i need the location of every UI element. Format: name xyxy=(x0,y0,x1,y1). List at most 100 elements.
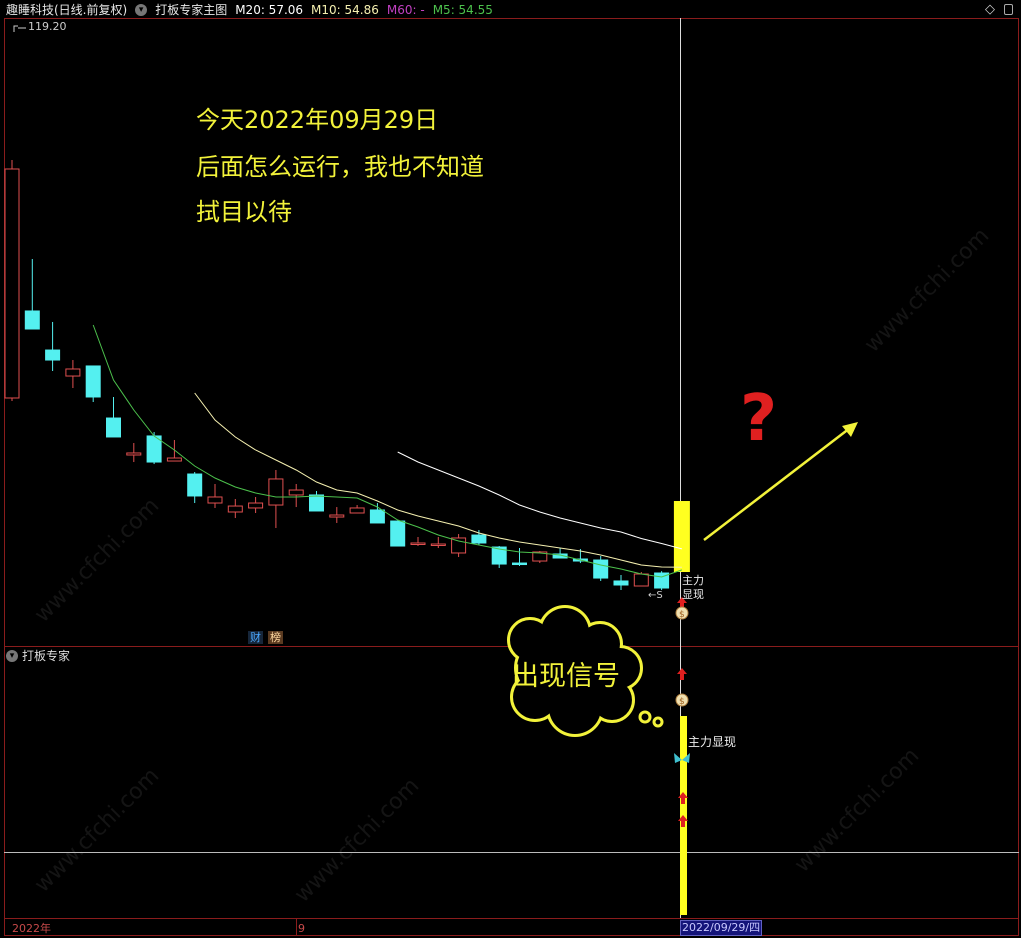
trend-arrow-head-icon xyxy=(842,422,858,437)
candle xyxy=(207,483,223,508)
bag-symbol: $ xyxy=(679,697,685,707)
candle-body xyxy=(633,573,649,587)
ma-line-m5 xyxy=(92,324,683,578)
cloud-fill xyxy=(592,680,632,720)
red-up-arrow-icon xyxy=(677,668,687,680)
candle xyxy=(65,360,81,389)
money-bag-icon: $ xyxy=(675,606,689,620)
candle-body xyxy=(85,365,101,398)
candle-body xyxy=(471,534,487,544)
cloud-fill xyxy=(600,648,640,688)
lower-panel-title[interactable]: 打板专家 xyxy=(22,649,71,663)
candle-body xyxy=(430,543,446,547)
candle xyxy=(227,498,243,519)
candle-body xyxy=(288,489,304,496)
candle-body xyxy=(552,553,568,559)
stock-title: 趣睡科技(日线.前复权) xyxy=(6,3,128,17)
candle-body xyxy=(613,580,629,586)
main-force-label-2: 显现 xyxy=(682,588,704,601)
candle xyxy=(410,536,426,547)
ma-line-m10 xyxy=(194,392,682,568)
candle-body xyxy=(512,562,527,566)
annotation-unknown: 后面怎么运行，我也不知道 xyxy=(196,153,484,181)
candle xyxy=(126,443,142,463)
ma20-readout: M20: 57.06 xyxy=(235,3,304,17)
candle xyxy=(106,396,121,438)
candle xyxy=(451,534,467,558)
candle-body xyxy=(65,368,81,377)
candle-body xyxy=(187,473,203,497)
cursor-date-label: 2022/09/29/四 xyxy=(680,920,763,936)
main-force-label-1: 主力 xyxy=(682,574,704,587)
ma60-readout: M60: - xyxy=(386,3,425,17)
candle xyxy=(24,259,40,330)
candle-body xyxy=(349,507,365,514)
candle xyxy=(471,530,487,546)
ma10-readout: M10: 54.86 xyxy=(311,3,379,17)
chart-frame xyxy=(4,18,1019,936)
x-axis-year: 2022年 xyxy=(12,922,51,935)
candle-body xyxy=(207,496,223,504)
cloud-fill xyxy=(513,675,557,719)
cloud-bubble xyxy=(638,710,652,724)
candle-body xyxy=(126,452,142,456)
candle xyxy=(187,472,203,504)
cursor-marker: ←S xyxy=(648,590,663,601)
cloud-bubble xyxy=(652,716,664,728)
finance-badge[interactable]: 财 xyxy=(248,631,263,644)
candle-body xyxy=(24,310,40,330)
red-up-arrow-icon xyxy=(678,792,688,804)
candle xyxy=(146,432,162,465)
candle xyxy=(369,503,385,524)
chart-header: 趣睡科技(日线.前复权) ▾ 打板专家主图 M20: 57.06 M10: 54… xyxy=(0,0,1021,20)
candle-body xyxy=(227,505,243,513)
candles xyxy=(4,160,690,591)
candle xyxy=(654,571,670,591)
candle xyxy=(390,520,406,547)
cloud-fill xyxy=(549,682,601,734)
butterfly-wings xyxy=(674,753,690,763)
header-row: 趣睡科技(日线.前复权) ▾ 打板专家主图 M20: 57.06 M10: 54… xyxy=(6,0,493,20)
ranking-badge[interactable]: 榜 xyxy=(268,631,283,644)
candle-body xyxy=(410,542,426,546)
candle xyxy=(491,546,507,568)
main-force-label-lower: 主力显现 xyxy=(688,735,737,749)
cloud-text: 出现信号 xyxy=(512,661,620,692)
diamond-icon[interactable]: ◇ xyxy=(985,2,995,17)
candle xyxy=(248,496,264,513)
candle xyxy=(512,548,527,566)
candle-body xyxy=(369,509,385,524)
lower-indicator-dropdown-icon[interactable]: ▾ xyxy=(6,650,18,662)
candle-body xyxy=(532,551,548,562)
bag-body xyxy=(675,693,689,707)
butterfly-icon xyxy=(674,753,690,763)
candle-body xyxy=(451,537,467,554)
candle-body xyxy=(166,457,182,462)
moving-averages xyxy=(92,324,683,578)
candle-body xyxy=(309,494,324,512)
ma-line-m20 xyxy=(397,451,683,550)
red-up-arrow-icon xyxy=(677,597,687,609)
signal-bar xyxy=(673,501,690,573)
candle xyxy=(593,555,609,581)
candle xyxy=(268,469,284,528)
candle xyxy=(430,536,446,549)
candle xyxy=(552,548,568,559)
candle xyxy=(349,505,365,514)
indicator-dropdown-icon[interactable]: ▾ xyxy=(135,4,148,16)
indicator-title[interactable]: 打板专家主图 xyxy=(155,3,228,17)
candle xyxy=(329,507,345,523)
candle xyxy=(288,483,304,508)
candle-body xyxy=(593,559,609,579)
candle xyxy=(309,491,324,512)
candle xyxy=(4,160,20,402)
candle-body xyxy=(268,478,284,506)
annotation-wait: 拭目以待 xyxy=(196,198,292,226)
outer-border xyxy=(4,18,1019,936)
overlay-marks: $$ xyxy=(507,422,858,915)
candle-body xyxy=(248,502,264,509)
window-restore-icon[interactable] xyxy=(1004,4,1013,15)
annotation-date: 今天2022年09月29日 xyxy=(196,106,439,134)
ma5-readout: M5: 54.55 xyxy=(432,3,493,17)
